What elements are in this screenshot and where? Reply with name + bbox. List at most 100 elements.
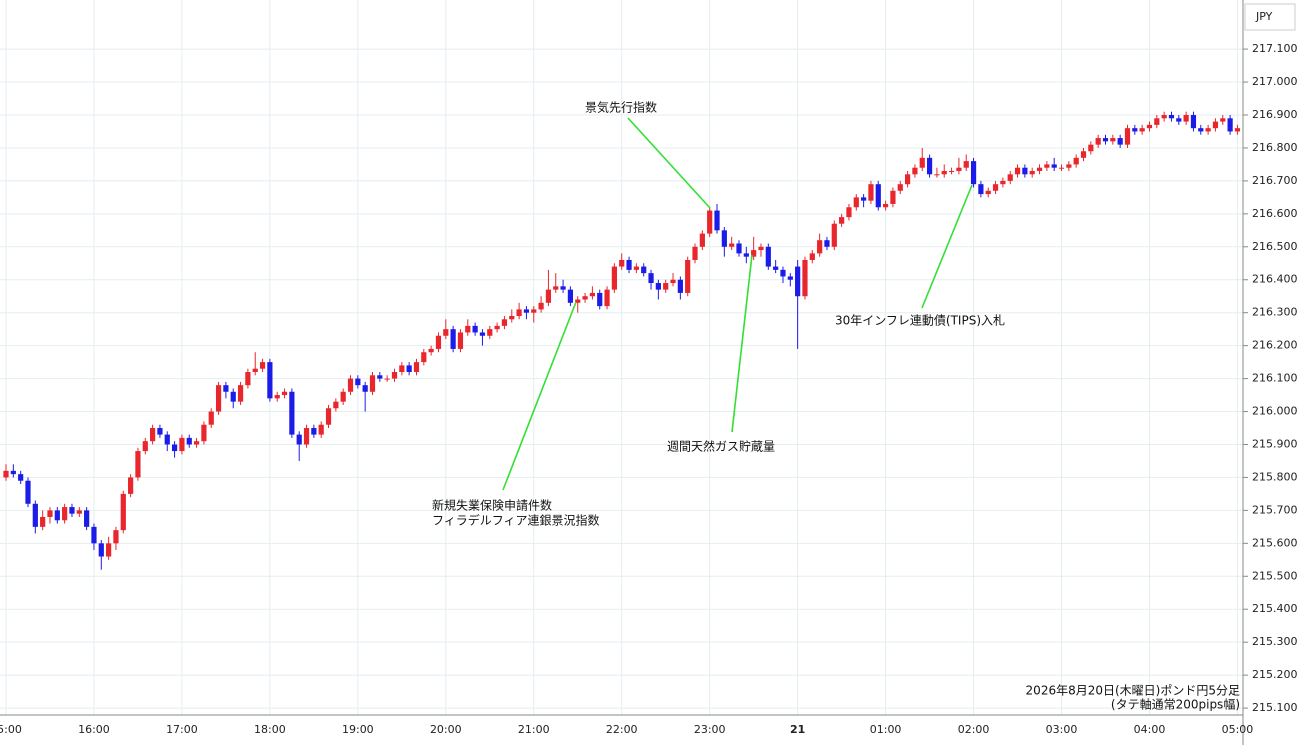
candle-body <box>230 391 236 402</box>
x-tick-label: 21:00 <box>518 723 550 736</box>
y-tick-label: 216.500 <box>1252 240 1298 253</box>
candle-body <box>934 174 940 176</box>
candle-body <box>318 424 324 435</box>
candle-body <box>582 296 588 300</box>
y-tick-label: 215.200 <box>1252 668 1298 681</box>
candle-body <box>883 203 889 208</box>
annotation-pointer <box>502 301 577 491</box>
annotation: フィラデルフィア連銀景況指数 <box>432 513 600 528</box>
candle-body <box>274 395 280 399</box>
candle-body <box>377 375 383 379</box>
y-tick-label: 216.200 <box>1252 339 1298 352</box>
candle-body <box>751 250 757 257</box>
candle-body <box>487 329 493 336</box>
candle-body <box>553 286 559 290</box>
candle-body <box>699 233 705 247</box>
x-tick-label: 04:00 <box>1134 723 1166 736</box>
candle-body <box>296 434 302 445</box>
candle-body <box>831 223 837 247</box>
candle-body <box>347 378 354 392</box>
y-tick-label: 216.800 <box>1252 141 1298 154</box>
candle-body <box>391 371 398 379</box>
x-tick-label: 22:00 <box>606 723 638 736</box>
candle-body <box>186 437 192 445</box>
candle-body <box>538 302 544 310</box>
candle-body <box>560 286 566 290</box>
y-tick-label: 216.100 <box>1252 372 1298 385</box>
annotation: 週間天然ガス貯蔵量 <box>667 439 775 454</box>
candle-body <box>589 292 595 297</box>
candle-body <box>1102 138 1109 142</box>
candle-body <box>875 184 881 208</box>
candle-body <box>1058 167 1065 169</box>
candle-body <box>450 329 456 349</box>
y-tick-label: 215.400 <box>1252 602 1298 615</box>
candle-body <box>303 428 310 445</box>
candle-body <box>1198 128 1204 132</box>
candle-body <box>1029 171 1035 175</box>
candle-body <box>648 273 654 284</box>
candle-body <box>106 543 112 557</box>
candle-body <box>1073 157 1079 165</box>
candle-body <box>963 161 969 168</box>
candle-body <box>465 325 471 333</box>
candle-body <box>1080 151 1087 158</box>
candle-body <box>62 507 68 521</box>
candle-body <box>1036 167 1043 172</box>
candle-body <box>479 332 486 336</box>
candle-body <box>333 401 339 409</box>
candle-body <box>252 368 258 372</box>
x-tick-label: 05:00 <box>1222 723 1254 736</box>
candle-body <box>91 526 97 544</box>
candle-body <box>171 444 178 452</box>
annotation-pointer <box>731 254 753 433</box>
candle-body <box>1095 138 1101 145</box>
candle-body <box>413 362 420 372</box>
candle-body <box>992 184 999 191</box>
candle-body <box>472 325 478 333</box>
annotation: 新規失業保険申請件数 <box>432 498 552 513</box>
candle-body <box>1066 164 1072 168</box>
candle-body <box>545 289 552 303</box>
candles <box>3 111 1241 570</box>
candle-body <box>846 207 852 218</box>
candle-body <box>904 174 911 185</box>
candle-body <box>795 266 801 297</box>
candle-body <box>978 184 984 195</box>
candle-body <box>1227 118 1233 132</box>
candle-body <box>1000 180 1006 185</box>
candle-body <box>985 190 991 195</box>
y-tick-label: 215.900 <box>1252 437 1298 450</box>
candle-body <box>399 365 405 372</box>
candle-body <box>340 391 346 402</box>
currency-box <box>1244 3 1296 31</box>
candle-body <box>1117 138 1123 145</box>
candle-body <box>311 428 317 435</box>
candle-body <box>369 375 376 392</box>
candle-body <box>611 266 617 290</box>
x-tick-label: 23:00 <box>694 723 726 736</box>
candle-body <box>384 378 390 380</box>
x-tick-label: 16:00 <box>78 723 110 736</box>
axis-labels: 215.100 215.200 215.300 215.400 215.500 215.6… <box>0 42 1298 736</box>
candle-body <box>1161 114 1167 119</box>
candle-body <box>729 243 735 247</box>
x-tick-label: 21 <box>790 723 805 736</box>
candle-body <box>743 253 749 257</box>
candle-body <box>824 240 830 247</box>
y-tick-label: 215.800 <box>1252 470 1298 483</box>
candle-body <box>817 240 823 254</box>
candle-body <box>76 510 82 514</box>
candle-body <box>721 230 727 247</box>
candle-body <box>1205 128 1211 132</box>
candle-body <box>685 259 691 293</box>
candle-body <box>736 243 742 254</box>
candle-body <box>853 197 859 208</box>
candle-body <box>948 171 955 173</box>
candle-body <box>956 167 962 172</box>
x-tick-label: 18:00 <box>254 723 286 736</box>
currency-label: JPY <box>1255 10 1273 23</box>
y-tick-label: 217.000 <box>1252 75 1298 88</box>
candle-body <box>289 391 295 435</box>
candle-body <box>1132 128 1138 132</box>
